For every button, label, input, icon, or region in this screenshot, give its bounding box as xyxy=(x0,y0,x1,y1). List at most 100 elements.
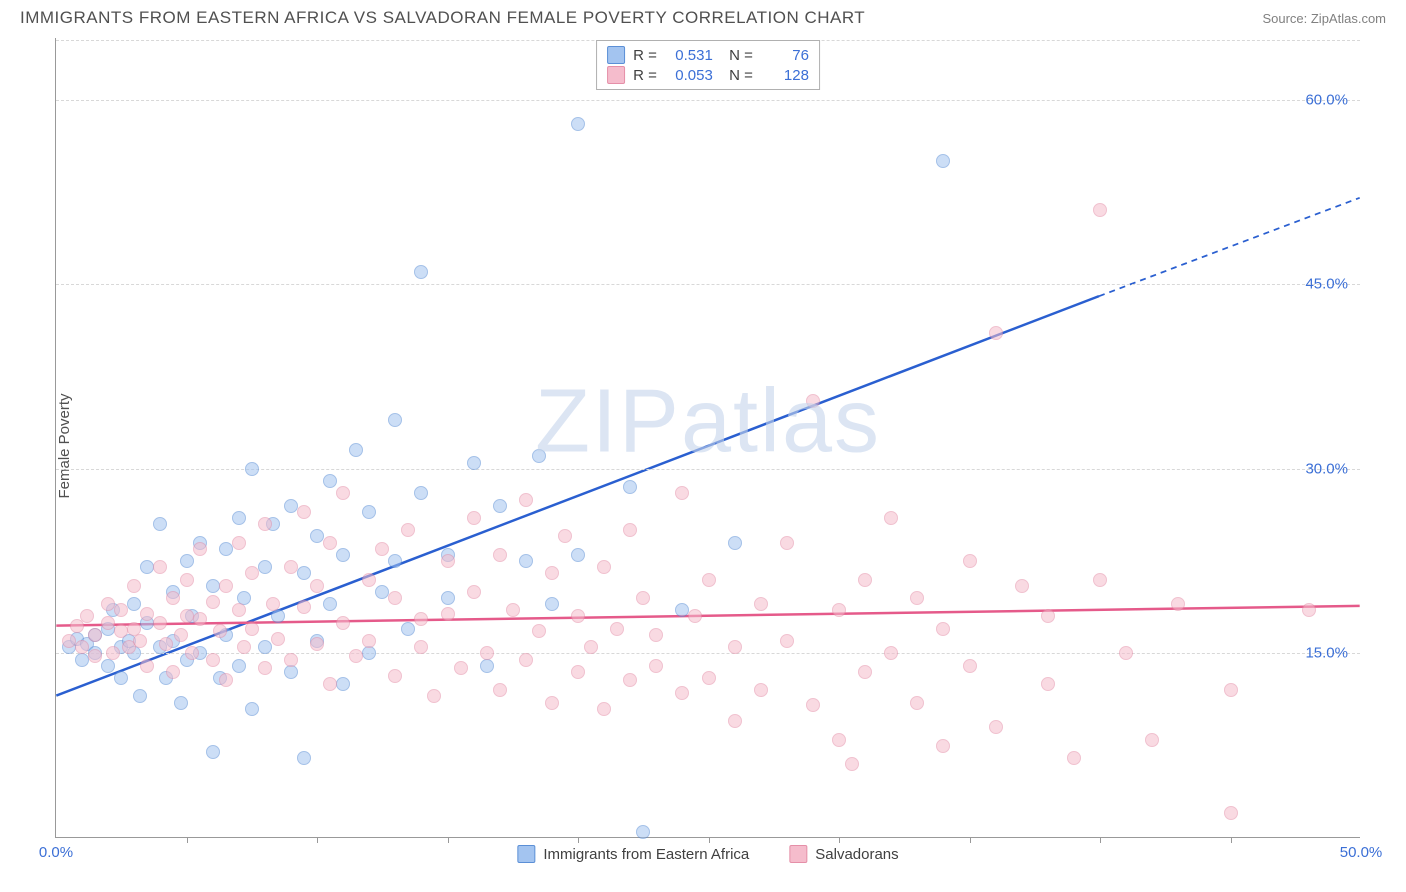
scatter-point xyxy=(133,689,147,703)
gridline-h xyxy=(56,653,1360,654)
scatter-point xyxy=(688,609,702,623)
scatter-point xyxy=(780,536,794,550)
scatter-point xyxy=(610,622,624,636)
scatter-point xyxy=(571,117,585,131)
scatter-point xyxy=(237,640,251,654)
legend-bottom: Immigrants from Eastern Africa Salvadora… xyxy=(517,845,898,863)
scatter-point xyxy=(936,154,950,168)
scatter-point xyxy=(1224,683,1238,697)
scatter-point xyxy=(728,536,742,550)
scatter-point xyxy=(323,536,337,550)
scatter-point xyxy=(349,443,363,457)
scatter-point xyxy=(467,585,481,599)
scatter-point xyxy=(153,560,167,574)
scatter-point xyxy=(245,566,259,580)
scatter-point xyxy=(297,751,311,765)
xtick-mark xyxy=(448,837,449,843)
scatter-point xyxy=(258,640,272,654)
scatter-point xyxy=(728,714,742,728)
scatter-point xyxy=(375,585,389,599)
scatter-point xyxy=(258,661,272,675)
scatter-point xyxy=(232,603,246,617)
scatter-point xyxy=(532,624,546,638)
scatter-point xyxy=(401,622,415,636)
scatter-point xyxy=(232,536,246,550)
scatter-point xyxy=(336,677,350,691)
scatter-point xyxy=(375,542,389,556)
scatter-point xyxy=(310,579,324,593)
scatter-point xyxy=(636,825,650,839)
scatter-point xyxy=(258,560,272,574)
gridline-h xyxy=(56,284,1360,285)
trend-lines-svg xyxy=(56,38,1360,837)
scatter-point xyxy=(213,624,227,638)
chart-plot-area: ZIPatlas R = 0.531 N = 76 R = 0.053 N = … xyxy=(55,38,1360,838)
scatter-point xyxy=(245,622,259,636)
scatter-point xyxy=(1067,751,1081,765)
scatter-point xyxy=(401,523,415,537)
scatter-point xyxy=(180,573,194,587)
xtick-mark xyxy=(187,837,188,843)
scatter-point xyxy=(480,646,494,660)
scatter-point xyxy=(174,628,188,642)
scatter-point xyxy=(963,659,977,673)
scatter-point xyxy=(180,609,194,623)
scatter-point xyxy=(1224,806,1238,820)
scatter-point xyxy=(910,696,924,710)
scatter-point xyxy=(832,733,846,747)
scatter-point xyxy=(780,634,794,648)
scatter-point xyxy=(271,632,285,646)
scatter-point xyxy=(989,326,1003,340)
scatter-point xyxy=(127,579,141,593)
scatter-point xyxy=(284,560,298,574)
scatter-point xyxy=(532,449,546,463)
scatter-point xyxy=(441,591,455,605)
scatter-point xyxy=(623,673,637,687)
scatter-point xyxy=(88,628,102,642)
scatter-point xyxy=(193,542,207,556)
scatter-point xyxy=(232,511,246,525)
scatter-point xyxy=(806,394,820,408)
scatter-point xyxy=(858,665,872,679)
xtick-mark xyxy=(1231,837,1232,843)
scatter-point xyxy=(114,624,128,638)
scatter-point xyxy=(166,591,180,605)
scatter-point xyxy=(427,689,441,703)
scatter-point xyxy=(388,591,402,605)
scatter-point xyxy=(245,702,259,716)
scatter-point xyxy=(702,573,716,587)
source-label: Source: ZipAtlas.com xyxy=(1262,11,1386,26)
scatter-point xyxy=(884,511,898,525)
scatter-point xyxy=(454,661,468,675)
legend-row-blue: R = 0.531 N = 76 xyxy=(607,45,809,65)
scatter-point xyxy=(884,646,898,660)
xtick-mark xyxy=(839,837,840,843)
scatter-point xyxy=(388,669,402,683)
scatter-point xyxy=(845,757,859,771)
scatter-point xyxy=(1302,603,1316,617)
scatter-point xyxy=(1041,609,1055,623)
scatter-point xyxy=(832,603,846,617)
scatter-point xyxy=(519,493,533,507)
xtick-mark xyxy=(317,837,318,843)
scatter-point xyxy=(441,607,455,621)
scatter-point xyxy=(675,686,689,700)
scatter-point xyxy=(310,637,324,651)
scatter-point xyxy=(1015,579,1029,593)
scatter-point xyxy=(1145,733,1159,747)
scatter-point xyxy=(206,579,220,593)
n-value-pink: 128 xyxy=(761,67,809,84)
xtick-mark xyxy=(970,837,971,843)
scatter-point xyxy=(127,597,141,611)
scatter-point xyxy=(258,517,272,531)
scatter-point xyxy=(362,646,376,660)
scatter-point xyxy=(989,720,1003,734)
scatter-point xyxy=(806,698,820,712)
swatch-blue-icon xyxy=(607,46,625,64)
scatter-point xyxy=(1093,203,1107,217)
scatter-point xyxy=(153,616,167,630)
scatter-point xyxy=(245,462,259,476)
scatter-point xyxy=(101,659,115,673)
scatter-point xyxy=(159,637,173,651)
scatter-point xyxy=(271,609,285,623)
